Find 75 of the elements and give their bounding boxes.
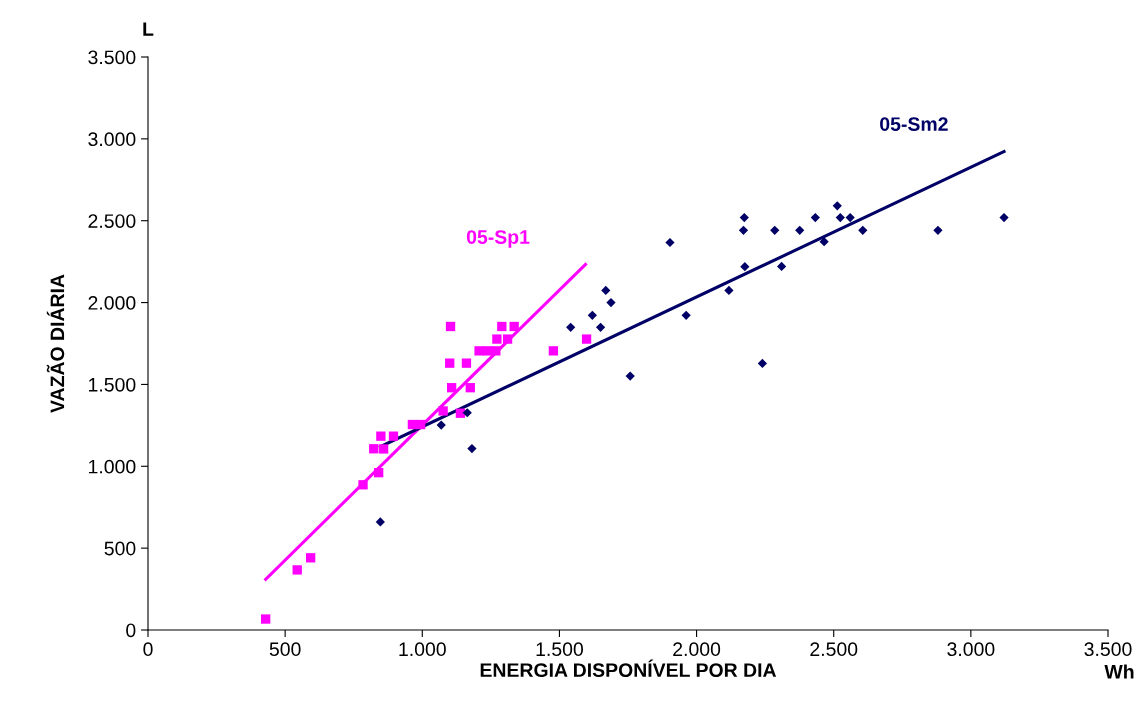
point (446, 383, 457, 393)
point (795, 225, 805, 235)
point (474, 346, 484, 356)
point (492, 334, 502, 344)
point (681, 310, 691, 320)
point (378, 444, 389, 454)
x-tick-label: 1.500 (536, 642, 583, 657)
point (358, 480, 368, 490)
point (388, 431, 399, 441)
point (757, 358, 768, 369)
y-axis-title: VAZÃO DIÁRIA (46, 274, 65, 413)
point (462, 408, 472, 418)
point (415, 419, 426, 430)
point (581, 334, 592, 344)
point (770, 225, 780, 235)
point (465, 383, 475, 393)
x-tick-label: 500 (269, 642, 301, 657)
point (835, 213, 845, 223)
x-axis-title: ENERGIA DISPONÍVEL POR DIA (480, 659, 777, 677)
y-tick-label: 0 (126, 623, 136, 638)
y-tick-label: 1.500 (89, 377, 136, 392)
point (665, 237, 675, 248)
y-tick-label: 2.000 (88, 296, 136, 310)
point (482, 346, 492, 356)
point (445, 358, 455, 368)
x-tick-label: 2.000 (673, 642, 721, 657)
y-tick-label: 500 (104, 541, 136, 556)
x-tick-label: 3.000 (947, 642, 995, 657)
y-tick-label: 3.000 (88, 132, 136, 147)
point (819, 237, 829, 247)
point (467, 444, 477, 454)
point (738, 225, 749, 235)
text: L (143, 22, 154, 36)
point (739, 213, 749, 223)
point (933, 225, 943, 235)
point (369, 444, 379, 454)
point (999, 213, 1009, 223)
point (509, 321, 519, 332)
text: 05-Sp1 (466, 230, 530, 248)
point (438, 406, 448, 416)
text: Wh (1104, 664, 1134, 679)
y-tick-label: 3.500 (88, 50, 136, 65)
point (376, 431, 386, 441)
x-tick-label: 3.500 (1084, 642, 1132, 657)
point (566, 322, 576, 332)
x-tick-label: 0 (143, 642, 153, 657)
point (601, 285, 611, 296)
point (740, 262, 750, 272)
point (845, 213, 855, 223)
point (587, 310, 597, 320)
point (810, 213, 820, 223)
point (548, 346, 559, 356)
point (261, 614, 271, 624)
y-tick-label: 1.000 (89, 459, 136, 474)
point (305, 553, 316, 563)
point (595, 322, 606, 332)
point (858, 225, 868, 235)
point (625, 371, 635, 381)
point (374, 468, 384, 478)
point (497, 321, 507, 332)
point (832, 201, 842, 211)
point (491, 346, 501, 356)
point (776, 261, 787, 271)
x-tick-label: 1.000 (399, 642, 446, 657)
point (606, 297, 616, 308)
point (461, 358, 472, 368)
point (724, 285, 734, 296)
x-tick-label: 2.500 (810, 642, 858, 657)
point (436, 420, 446, 430)
point (375, 517, 385, 527)
text: 05-Sm2 (880, 117, 948, 131)
point (502, 334, 513, 344)
y-tick-label: 2.500 (88, 214, 136, 228)
point (292, 565, 302, 575)
point (445, 321, 456, 332)
